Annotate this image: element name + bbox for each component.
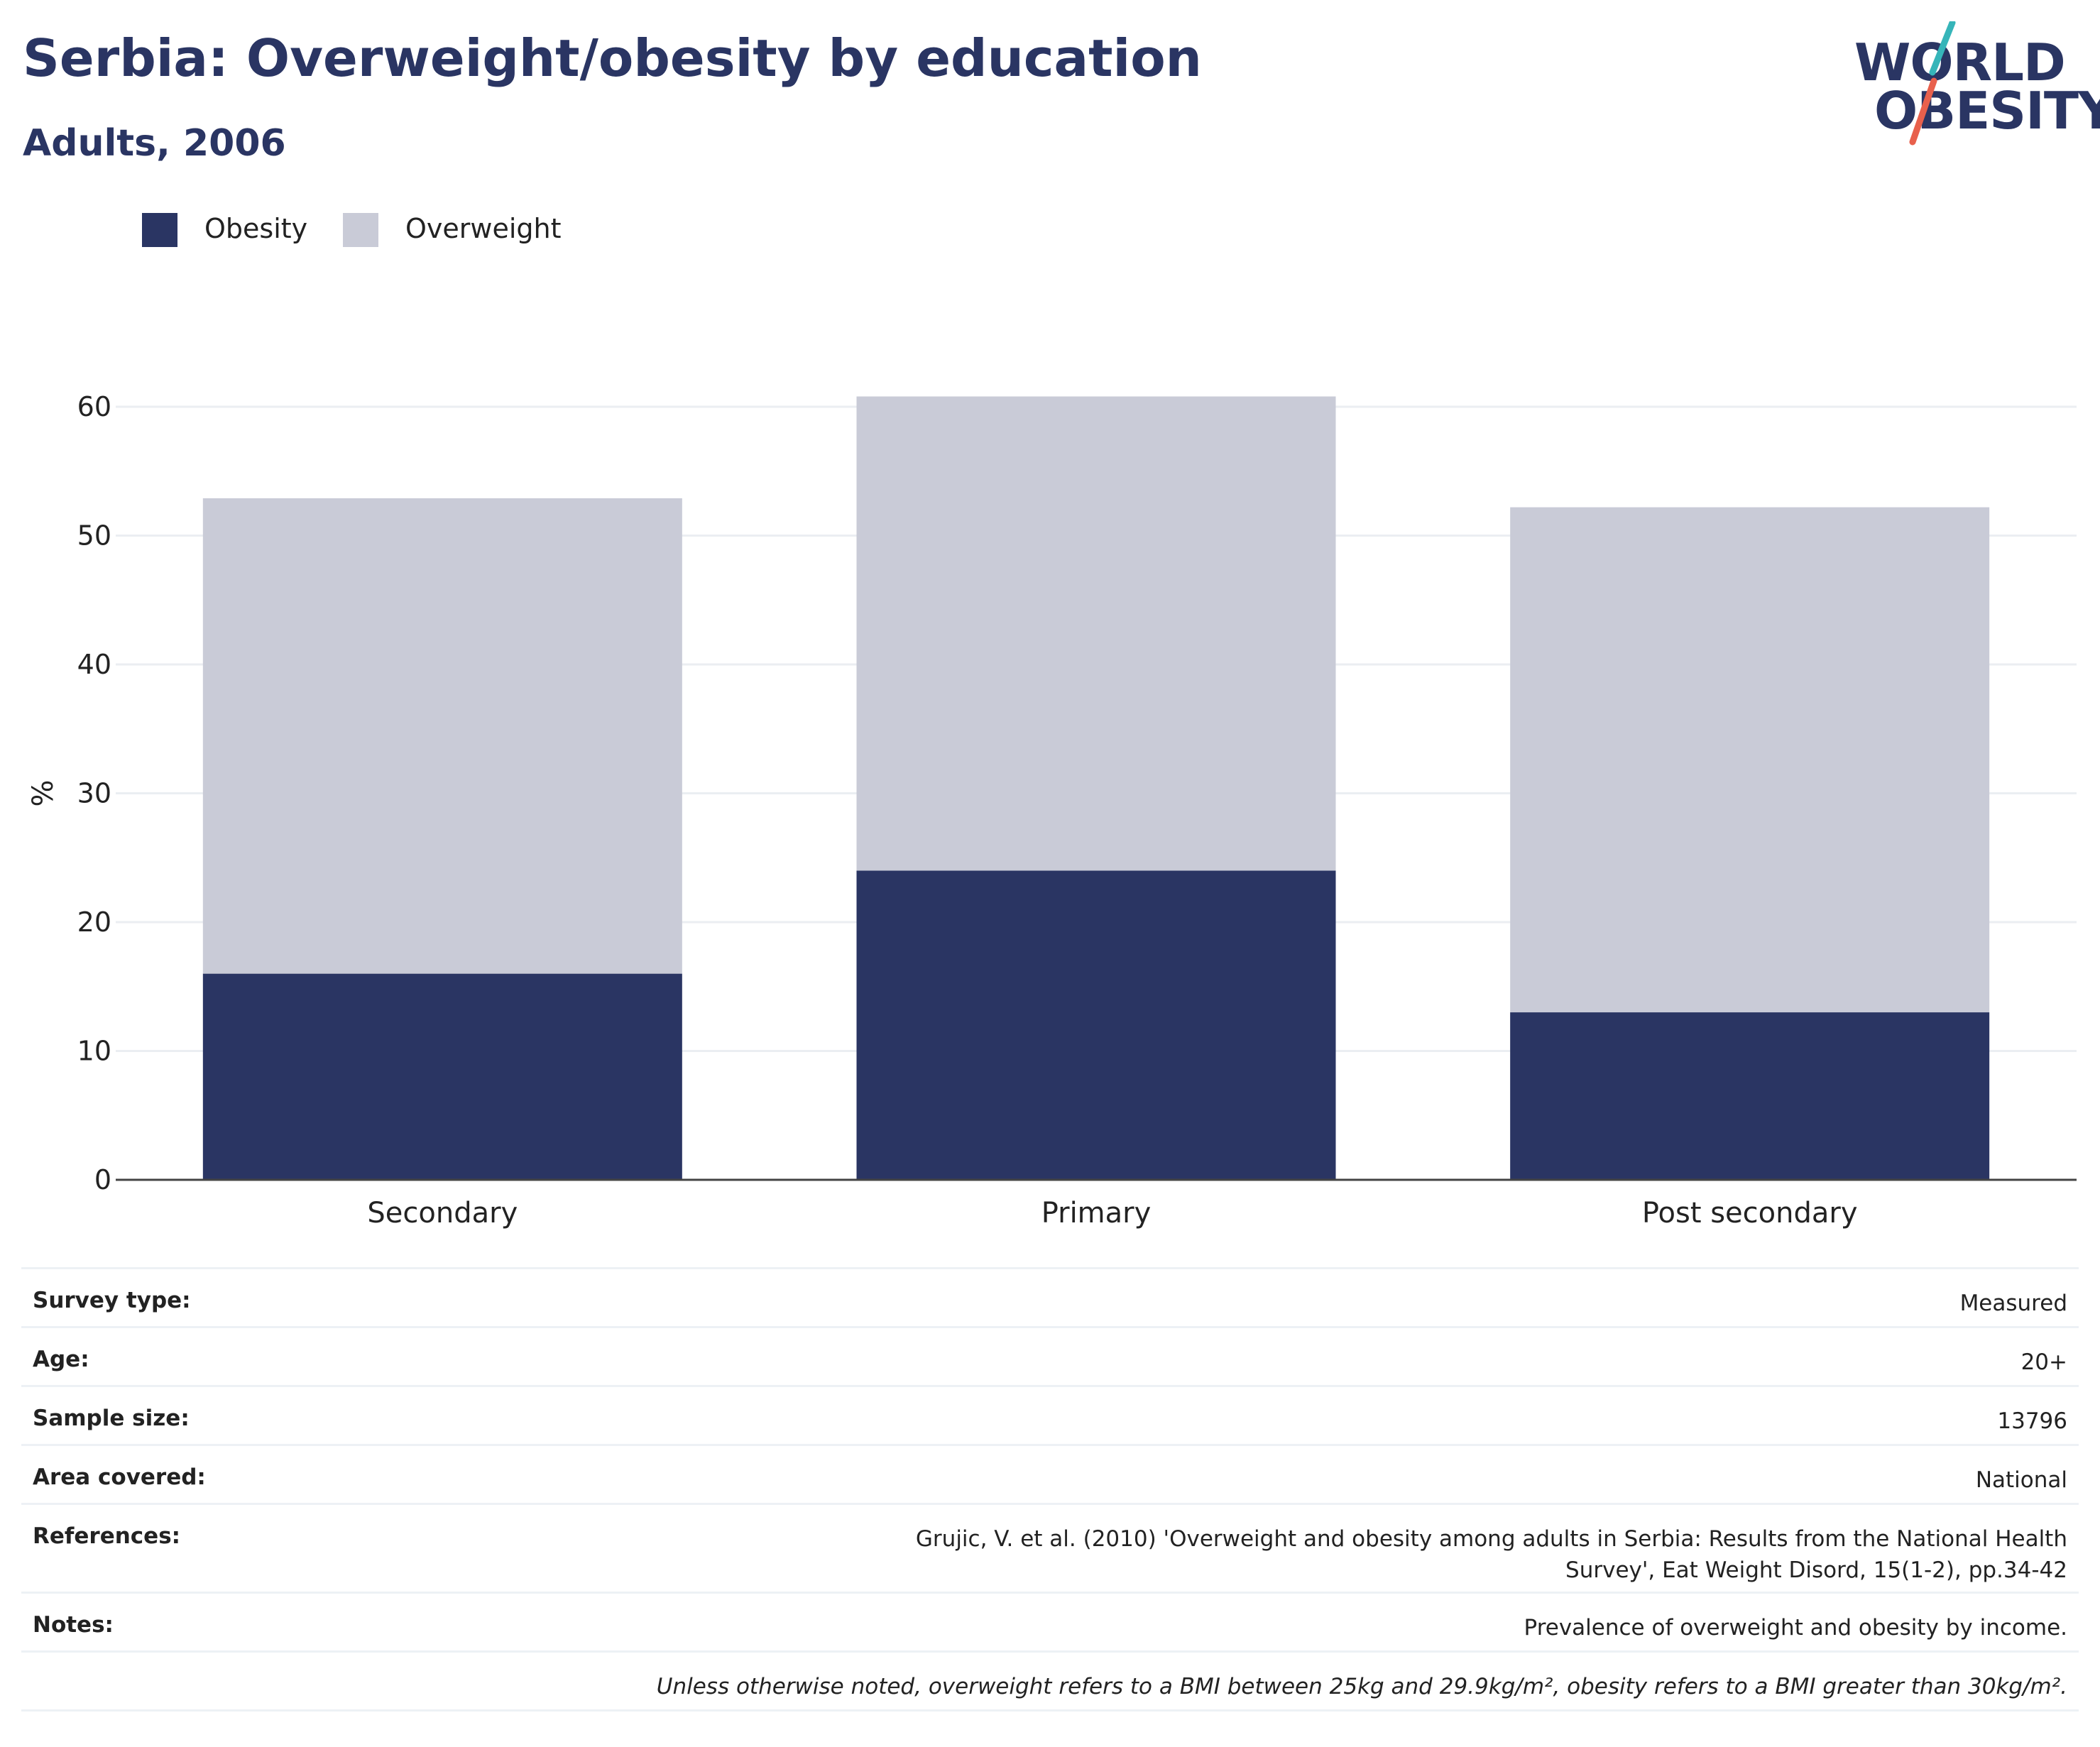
y-tick-label: 0: [94, 1164, 111, 1195]
y-tick-label: 30: [77, 778, 111, 809]
info-value: 13796: [342, 1385, 2079, 1445]
info-row-footnote: Unless otherwise noted, overweight refer…: [21, 1650, 2079, 1712]
info-value: Measured: [342, 1267, 2079, 1327]
stacked-bar-chart: 0 10 20 30 40 50 60 Secondary Primary Post second…: [27, 391, 2077, 1230]
logo-text-world: WORLD: [1854, 33, 2066, 92]
info-value: National: [342, 1444, 2079, 1504]
info-row-age: Age: 20+: [21, 1326, 2079, 1386]
y-tick-label: 60: [77, 391, 111, 422]
bar-obesity-primary[interactable]: [856, 870, 1336, 1180]
y-tick-label: 10: [77, 1036, 111, 1067]
world-obesity-logo: WORLD OBESITY: [1846, 21, 2100, 149]
bar-overweight-primary[interactable]: [856, 396, 1336, 871]
x-tick-label: Primary: [1041, 1197, 1152, 1230]
y-tick-label: 50: [77, 520, 111, 552]
info-value: 20+: [342, 1326, 2079, 1386]
y-tick-label: 20: [77, 907, 111, 938]
info-row-survey-type: Survey type: Measured: [21, 1267, 2079, 1327]
x-tick-label: Post secondary: [1642, 1197, 1858, 1230]
legend-swatch-overweight: [343, 213, 378, 247]
info-key: Sample size:: [21, 1385, 342, 1445]
info-row-sample-size: Sample size: 13796: [21, 1385, 2079, 1445]
info-key: Notes:: [21, 1592, 342, 1652]
bar-obesity-post-secondary[interactable]: [1510, 1012, 1990, 1180]
survey-info-table: Survey type: Measured Age: 20+ Sample si…: [21, 1267, 2079, 1712]
info-key: Survey type:: [21, 1267, 342, 1327]
legend-label-obesity: Obesity: [204, 213, 308, 244]
y-tick-label: 40: [77, 649, 111, 680]
legend-swatch-obesity: [142, 213, 177, 247]
info-footnote: Unless otherwise noted, overweight refer…: [21, 1650, 2079, 1712]
bar-overweight-post-secondary[interactable]: [1510, 507, 1990, 1013]
bar-overweight-secondary[interactable]: [202, 498, 682, 974]
logo-slash-icon: [1909, 21, 1956, 146]
info-key: Age:: [21, 1326, 342, 1386]
info-key: References:: [21, 1503, 342, 1593]
chart-subtitle: Adults, 2006: [23, 122, 286, 165]
info-value: Prevalence of overweight and obesity by …: [342, 1592, 2079, 1652]
info-value: Grujic, V. et al. (2010) 'Overweight and…: [342, 1503, 2079, 1593]
y-axis-label: %: [27, 779, 60, 806]
x-tick-label: Secondary: [367, 1197, 518, 1230]
info-key: Area covered:: [21, 1444, 342, 1504]
info-row-notes: Notes: Prevalence of overweight and obes…: [21, 1592, 2079, 1652]
legend-label-overweight: Overweight: [405, 213, 562, 244]
bar-obesity-secondary[interactable]: [202, 973, 682, 1180]
logo-text-obesity: OBESITY: [1874, 81, 2100, 141]
chart-title: Serbia: Overweight/obesity by education: [23, 28, 1202, 88]
info-row-references: References: Grujic, V. et al. (2010) 'Ov…: [21, 1503, 2079, 1593]
info-row-area-covered: Area covered: National: [21, 1444, 2079, 1504]
